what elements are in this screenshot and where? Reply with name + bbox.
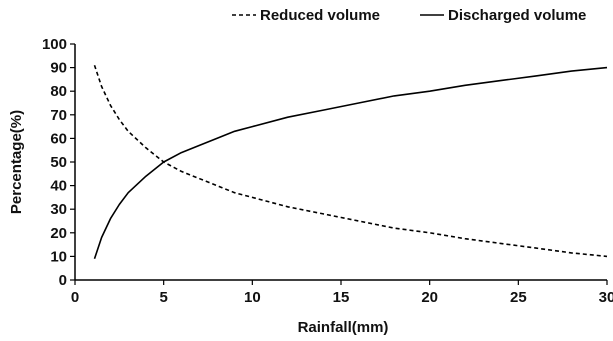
series-lines xyxy=(93,64,608,260)
series-line-reduced-volume xyxy=(93,64,608,258)
x-tick-label: 5 xyxy=(159,289,167,306)
series-line-discharged-volume xyxy=(93,66,608,260)
x-tick-label: 30 xyxy=(599,289,613,306)
x-tick-label: 15 xyxy=(333,289,350,306)
y-tick-label: 20 xyxy=(50,225,67,242)
y-tick-label: 50 xyxy=(50,154,67,171)
y-tick-label: 60 xyxy=(50,130,67,147)
x-tick-label: 25 xyxy=(510,289,527,306)
y-tick-label: 70 xyxy=(50,107,67,124)
legend-label: Reduced volume xyxy=(260,7,380,24)
y-tick-label: 100 xyxy=(42,36,67,53)
y-tick-label: 30 xyxy=(50,201,67,218)
y-tick-label: 90 xyxy=(50,60,67,77)
x-tick-label: 0 xyxy=(71,289,79,306)
legend-label: Discharged volume xyxy=(448,7,586,24)
y-tick-label: 0 xyxy=(59,272,67,289)
x-tick-label: 10 xyxy=(244,289,261,306)
x-tick-label: 20 xyxy=(421,289,438,306)
y-axis-title: Percentage(%) xyxy=(8,110,25,214)
y-tick-label: 40 xyxy=(50,178,67,195)
y-tick-label: 80 xyxy=(50,83,67,100)
legend: Reduced volume Discharged volume xyxy=(232,7,586,24)
axes: 0 10 20 30 40 50 60 70 80 90 100 0 5 10 15 20 25 30 xyxy=(42,36,613,306)
y-tick-label: 10 xyxy=(50,248,67,265)
x-axis-title: Rainfall(mm) xyxy=(298,319,389,336)
